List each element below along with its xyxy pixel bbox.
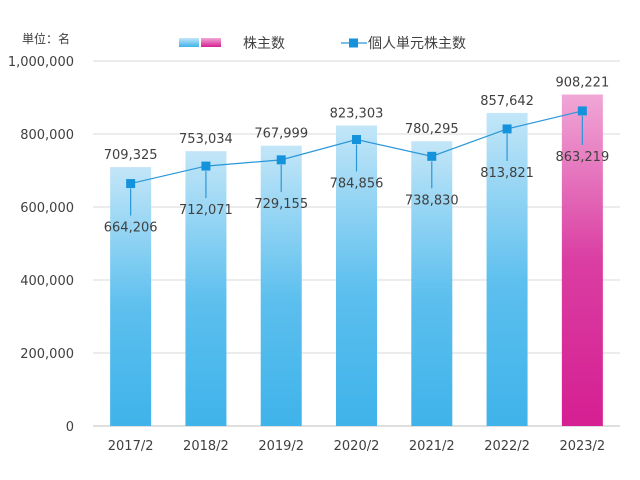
line-marker bbox=[126, 179, 136, 189]
x-tick-label: 2018/2 bbox=[183, 439, 229, 454]
line-value-label: 784,856 bbox=[330, 177, 384, 192]
x-axis-ticks: 2017/2 2018/2 2019/2 2020/2 2021/2 2022/2 2023… bbox=[108, 439, 605, 454]
y-tick-label: 0 bbox=[66, 420, 74, 435]
bar-value-label: 908,221 bbox=[555, 75, 609, 90]
y-axis-ticks: 0 200,000 400,000 600,000 800,000 1,000,000 bbox=[8, 55, 74, 435]
x-tick-label: 2022/2 bbox=[484, 439, 530, 454]
line-marker bbox=[502, 124, 512, 134]
line-value-label: 863,219 bbox=[555, 150, 609, 165]
legend-swatch-bar-blue bbox=[179, 38, 199, 47]
bar-value-label: 767,999 bbox=[254, 127, 308, 142]
legend: 株主数 個人単元株主数 bbox=[179, 36, 466, 52]
bar-value-label: 857,642 bbox=[480, 94, 534, 109]
y-tick-label: 600,000 bbox=[20, 201, 74, 216]
x-tick-label: 2017/2 bbox=[108, 439, 154, 454]
bar bbox=[260, 145, 302, 426]
legend-label-individual: 個人単元株主数 bbox=[368, 36, 466, 52]
line-marker bbox=[201, 161, 211, 171]
line-value-label: 813,821 bbox=[480, 166, 534, 181]
line-marker bbox=[577, 106, 587, 116]
legend-marker bbox=[349, 38, 358, 48]
x-tick-label: 2021/2 bbox=[409, 439, 455, 454]
x-tick-label: 2023/2 bbox=[559, 439, 605, 454]
bar bbox=[486, 112, 528, 427]
bar-value-label: 823,303 bbox=[330, 106, 384, 121]
line-marker bbox=[276, 155, 286, 165]
bar-value-labels: 709,325 753,034 767,999 823,303 780,295 857,6… bbox=[104, 75, 609, 163]
bar-value-label: 753,034 bbox=[179, 132, 233, 147]
line-marker bbox=[352, 135, 361, 145]
bar bbox=[561, 94, 603, 427]
y-tick-label: 200,000 bbox=[20, 347, 74, 362]
x-tick-label: 2020/2 bbox=[334, 439, 380, 454]
bar bbox=[411, 141, 453, 426]
bar bbox=[336, 125, 377, 426]
legend-swatch-bar-pink bbox=[201, 38, 221, 47]
bar-value-label: 709,325 bbox=[104, 148, 158, 163]
line-value-label: 664,206 bbox=[104, 221, 158, 236]
line-value-label: 729,155 bbox=[254, 197, 308, 212]
line-value-label: 712,071 bbox=[179, 203, 233, 218]
line-series: 664,206 712,071 729,155 784,856 738,830 813,8… bbox=[104, 106, 609, 236]
legend-label-shareholders: 株主数 bbox=[243, 36, 285, 52]
bar-value-label: 780,295 bbox=[405, 122, 459, 137]
y-tick-label: 1,000,000 bbox=[8, 55, 74, 70]
x-tick-label: 2019/2 bbox=[258, 439, 304, 454]
unit-label: 単位：名 bbox=[22, 31, 70, 46]
line-value-label: 738,830 bbox=[405, 193, 459, 208]
y-tick-label: 800,000 bbox=[20, 128, 74, 143]
y-tick-label: 400,000 bbox=[20, 274, 74, 289]
line-marker bbox=[427, 151, 437, 161]
